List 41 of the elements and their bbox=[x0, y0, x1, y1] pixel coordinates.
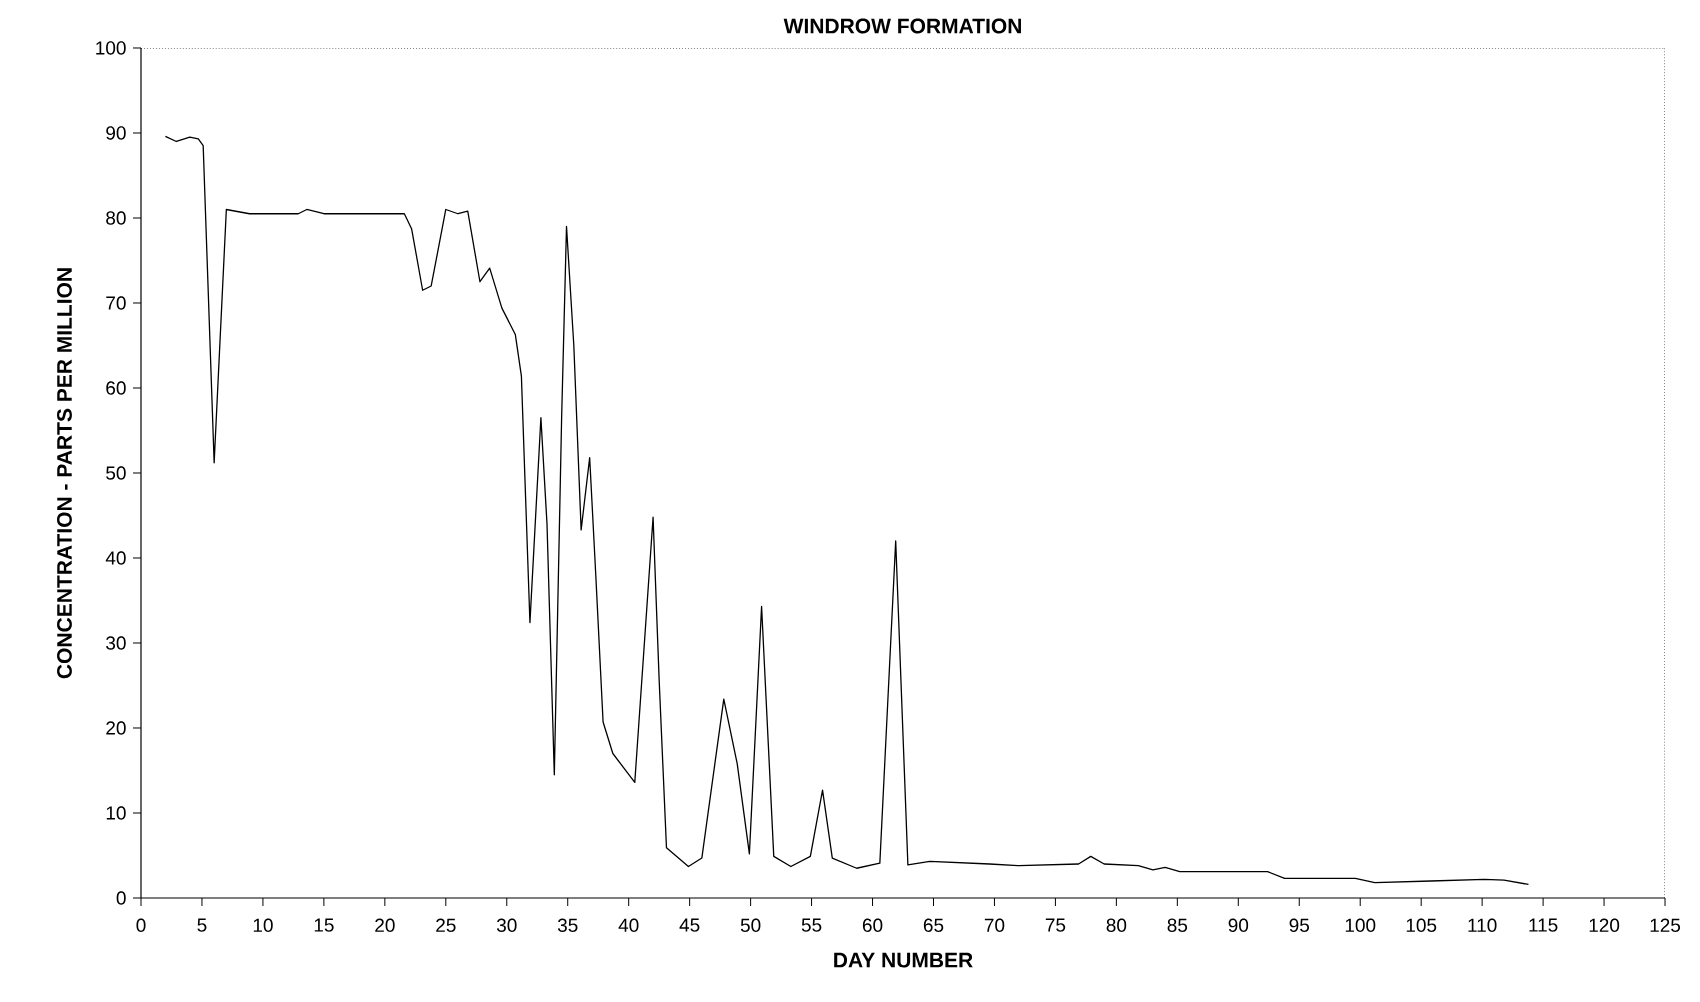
y-tick-label: 10 bbox=[106, 806, 126, 820]
x-tick-label: 30 bbox=[496, 918, 517, 932]
x-tick-label: 5 bbox=[197, 918, 207, 932]
x-tick-label: 50 bbox=[740, 918, 761, 932]
x-tick-label: 45 bbox=[679, 918, 700, 932]
y-tick-label: 100 bbox=[96, 41, 126, 55]
x-tick-label: 110 bbox=[1468, 918, 1497, 932]
x-axis-title: DAY NUMBER bbox=[834, 952, 973, 968]
x-tick-label: 85 bbox=[1167, 918, 1188, 932]
x-tick-label: 70 bbox=[984, 918, 1005, 932]
x-tick-label: 80 bbox=[1106, 918, 1127, 932]
x-tick-label: 20 bbox=[375, 918, 395, 932]
line-series bbox=[164, 135, 1530, 886]
x-tick-label: 65 bbox=[923, 918, 944, 932]
y-axis-title: CONCENTRATION - PARTS PER MILLION bbox=[57, 268, 72, 679]
x-tick-label: 115 bbox=[1529, 918, 1558, 932]
y-tick-label: 50 bbox=[106, 466, 126, 480]
y-tick-label: 20 bbox=[106, 721, 126, 735]
y-tick-label: 70 bbox=[106, 296, 126, 310]
y-tick-label: 40 bbox=[105, 551, 126, 565]
y-tick-label: 80 bbox=[106, 211, 126, 225]
x-tick-label: 105 bbox=[1406, 918, 1437, 932]
x-tick-label: 15 bbox=[314, 918, 334, 932]
x-tick-label: 0 bbox=[136, 918, 146, 932]
x-tick-label: 55 bbox=[801, 918, 822, 932]
y-tick-label: 0 bbox=[116, 891, 126, 905]
x-tick-label: 120 bbox=[1589, 918, 1620, 932]
x-tick-label: 125 bbox=[1650, 918, 1681, 932]
x-tick-label: 35 bbox=[557, 918, 578, 932]
x-tick-label: 60 bbox=[862, 918, 883, 932]
x-tick-label: 75 bbox=[1045, 918, 1066, 932]
chart-title: WINDROW FORMATION bbox=[783, 18, 1021, 34]
x-tick-label: 25 bbox=[436, 918, 456, 932]
y-tick-label: 30 bbox=[106, 636, 126, 650]
x-tick-label: 10 bbox=[253, 918, 273, 932]
x-tick-label: 95 bbox=[1289, 918, 1310, 932]
y-tick-label: 60 bbox=[106, 381, 126, 395]
x-tick-label: 40 bbox=[618, 918, 639, 932]
x-tick-label: 100 bbox=[1345, 918, 1376, 932]
y-tick-label: 90 bbox=[106, 126, 126, 140]
x-tick-label: 90 bbox=[1228, 918, 1249, 932]
